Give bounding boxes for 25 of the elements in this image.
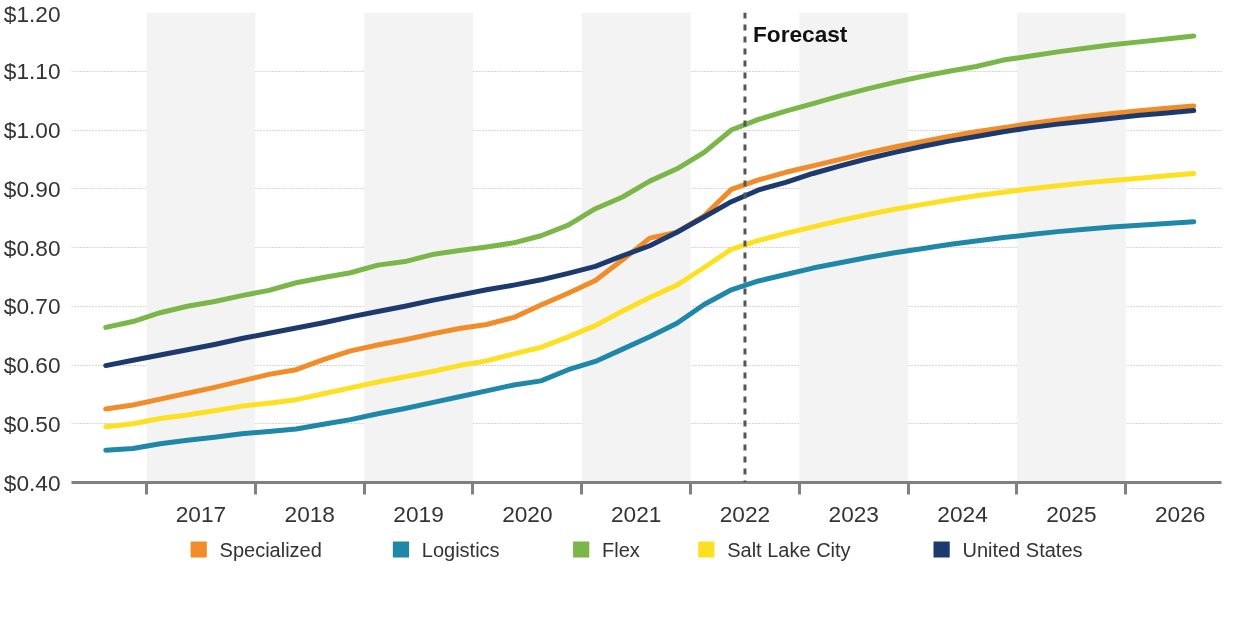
y-tick-label: $0.40 <box>3 469 61 496</box>
y-tick-label: $1.00 <box>3 117 61 143</box>
x-tick-label: 2022 <box>719 500 771 527</box>
legend-label: Logistics <box>421 538 500 561</box>
legend-label: Specialized <box>219 538 322 561</box>
x-tick-label: 2024 <box>937 500 988 527</box>
legend-label: Salt Lake City <box>727 538 851 561</box>
y-tick-label: $0.80 <box>3 234 61 261</box>
ref-line-label: Forecast <box>752 20 848 47</box>
legend-label: United States <box>962 538 1083 561</box>
x-tick-label: 2018 <box>284 500 335 527</box>
x-tick-label: 2026 <box>1154 500 1206 527</box>
x-tick-label: 2021 <box>610 500 662 527</box>
y-tick-label: $1.20 <box>3 0 61 27</box>
y-tick-label: $0.90 <box>3 175 61 202</box>
y-tick-label: $0.60 <box>3 352 61 378</box>
x-tick-label: 2019 <box>393 500 444 527</box>
x-tick-label: 2020 <box>502 500 553 527</box>
x-tick-label: 2023 <box>828 500 879 527</box>
y-tick-label: $0.50 <box>3 410 61 437</box>
x-tick-label: 2025 <box>1046 500 1097 527</box>
x-tick-label: 2017 <box>175 500 227 527</box>
legend-label: Flex <box>602 538 640 561</box>
y-tick-label: $0.70 <box>3 293 61 320</box>
y-tick-label: $1.10 <box>3 58 61 85</box>
